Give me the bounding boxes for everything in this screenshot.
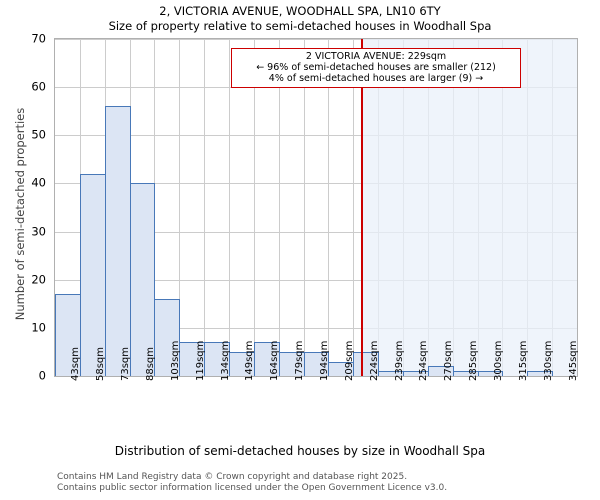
- histogram-bar: [104, 106, 131, 376]
- x-axis-tick-label: 254sqm: [418, 340, 430, 381]
- histogram-bar: [303, 351, 330, 376]
- y-axis-tick-label: 50: [31, 127, 46, 142]
- x-axis-tick-label: 73sqm: [120, 346, 132, 381]
- y-axis-tick-label: 10: [31, 320, 46, 335]
- larger-region-shading: [361, 39, 577, 376]
- histogram-bar: [79, 173, 106, 376]
- y-axis-tick-label: 30: [31, 223, 46, 238]
- annotation-smaller-text: ← 96% of semi-detached houses are smalle…: [256, 62, 496, 73]
- gridline-horizontal: [55, 39, 577, 40]
- chart-subtitle: Size of property relative to semi-detach…: [108, 19, 492, 33]
- annotation-larger-text: 4% of semi-detached houses are larger (9…: [268, 73, 484, 84]
- x-axis-tick-label: 179sqm: [294, 340, 306, 381]
- annotation-box: 2 VICTORIA AVENUE: 229sqm ← 96% of semi-…: [231, 48, 521, 88]
- histogram-bar: [278, 351, 305, 376]
- gridline-vertical: [328, 39, 330, 376]
- x-axis-tick-label: 239sqm: [393, 340, 405, 381]
- x-axis-tick-label: 88sqm: [145, 346, 156, 381]
- x-axis-tick-labels: 43sqm 58sqm 73sqm 88sqm 103sqm 119sqm 134sqm 14…: [54, 341, 578, 441]
- y-axis-tick-labels: 0 10 20 30 40 50 60 70: [0, 33, 600, 381]
- x-axis-tick-label: 209sqm: [343, 340, 355, 381]
- x-axis-tick-label: 164sqm: [269, 340, 281, 381]
- histogram-bar: [204, 342, 230, 376]
- histogram-bar: [229, 351, 255, 376]
- x-axis-tick-label: 194sqm: [319, 340, 330, 381]
- x-axis-tick-label: 285sqm: [468, 340, 480, 381]
- x-axis-tick-label: 103sqm: [169, 340, 181, 381]
- title-block: 2, VICTORIA AVENUE, WOODHALL SPA, LN10 6…: [0, 0, 600, 34]
- gridline-vertical: [278, 39, 280, 376]
- plot-area: [54, 38, 578, 377]
- x-axis-tick-label: 119sqm: [194, 340, 206, 381]
- gridline-horizontal: [55, 135, 577, 137]
- gridline-horizontal: [55, 231, 577, 233]
- x-axis-tick-label: 43sqm: [70, 346, 82, 381]
- gridline-vertical: [353, 39, 355, 376]
- x-axis-tick-label: 270sqm: [443, 340, 455, 381]
- x-axis-tick-label: 134sqm: [219, 340, 231, 381]
- histogram-bars: [55, 39, 577, 376]
- gridline-vertical: [303, 39, 305, 376]
- footer-line-1: Contains HM Land Registry data © Crown c…: [57, 472, 408, 482]
- y-axis-tick-label: 0: [38, 368, 46, 383]
- histogram-bar: [477, 371, 504, 376]
- gridline-vertical: [179, 39, 181, 376]
- x-axis-title: Distribution of semi-detached houses by …: [114, 444, 486, 458]
- y-axis-tick-label: 20: [31, 271, 46, 286]
- footer-attribution: Contains HM Land Registry data © Crown c…: [57, 472, 597, 494]
- y-axis-tick-label: 40: [31, 175, 46, 190]
- y-axis-tick-label: 70: [31, 31, 46, 46]
- x-axis-tick-label: 345sqm: [567, 340, 579, 381]
- chart-title: 2, VICTORIA AVENUE, WOODHALL SPA, LN10 6…: [159, 4, 441, 18]
- gridline-horizontal: [55, 183, 577, 185]
- histogram-bar: [527, 371, 554, 376]
- gridline-vertical: [204, 39, 206, 376]
- y-axis-tick-label: 60: [31, 79, 46, 94]
- histogram-bar: [154, 298, 181, 376]
- gridline-horizontal: [55, 327, 577, 329]
- gridline-horizontal: [55, 279, 577, 281]
- gridline-vertical: [229, 39, 230, 376]
- x-axis-tick-label: 224sqm: [368, 340, 380, 381]
- footer-line-2: Contains public sector information licen…: [57, 483, 448, 493]
- x-axis-tick-label: 330sqm: [542, 340, 554, 381]
- property-size-marker-line: [361, 39, 364, 376]
- x-axis-tick-label: 58sqm: [95, 346, 107, 381]
- x-axis-tick-label: 315sqm: [517, 340, 529, 381]
- gridline-vertical: [253, 39, 255, 376]
- histogram-bar: [353, 351, 380, 376]
- annotation-property-label: 2 VICTORIA AVENUE: 229sqm: [305, 51, 447, 62]
- x-axis-tick-label: 149sqm: [244, 340, 256, 381]
- x-axis-tick-label: 300sqm: [493, 340, 504, 381]
- histogram-bar: [129, 183, 156, 376]
